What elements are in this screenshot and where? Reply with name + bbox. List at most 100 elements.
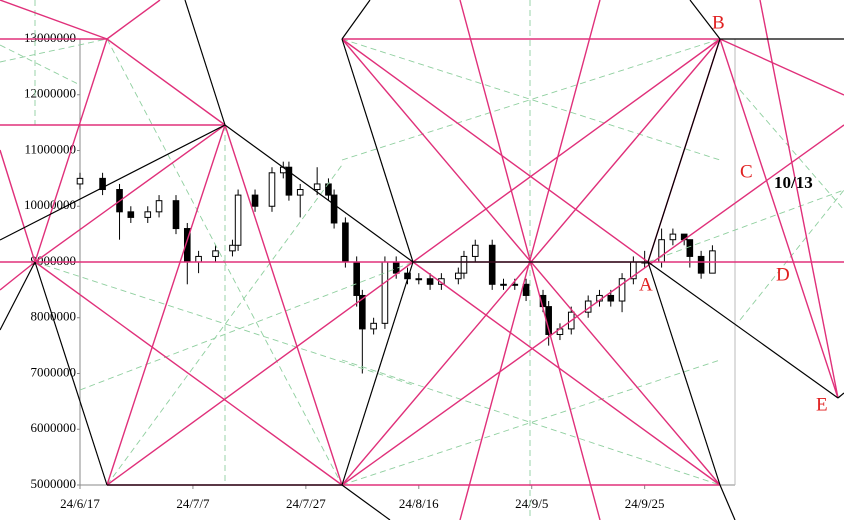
candle-body xyxy=(415,278,423,281)
candle-body xyxy=(500,283,507,286)
guide-line xyxy=(34,38,108,263)
candle-body xyxy=(76,177,84,185)
guide-line xyxy=(341,484,391,520)
guide-line xyxy=(106,164,343,486)
guide-line xyxy=(647,261,839,399)
guide-line xyxy=(0,44,81,86)
guide-line xyxy=(0,0,108,40)
y-tick-label: 7000000 xyxy=(31,364,77,379)
candle-body xyxy=(99,177,106,191)
candle-body xyxy=(127,211,135,218)
guide-line xyxy=(459,0,601,520)
guide-line xyxy=(647,261,721,486)
guide-line xyxy=(739,189,844,321)
guide-line xyxy=(341,38,721,161)
point-label: A xyxy=(639,274,653,295)
x-tick-label: 24/6/17 xyxy=(60,496,100,511)
x-tick-label: 24/9/25 xyxy=(625,496,665,511)
guide-line xyxy=(341,359,721,486)
candle-body xyxy=(285,166,293,196)
x-tick-label: 24/8/16 xyxy=(399,496,439,511)
candle-body xyxy=(381,261,389,324)
candles xyxy=(76,161,716,374)
candle-body xyxy=(370,322,377,330)
guide-line xyxy=(34,261,108,486)
y-tick-label: 13000000 xyxy=(24,30,76,45)
x-tick-label: 24/7/7 xyxy=(176,496,210,511)
point-label: B xyxy=(712,12,725,33)
candle-body xyxy=(460,255,468,274)
guide-line xyxy=(224,124,414,263)
guide-line xyxy=(719,484,736,520)
candle-body xyxy=(426,278,434,285)
date-label: 10/13 xyxy=(774,173,813,192)
guide-line xyxy=(106,124,226,486)
guide-line xyxy=(412,38,721,263)
candle-body xyxy=(251,194,259,207)
point-label: C xyxy=(740,161,753,182)
candle-body xyxy=(686,239,694,257)
x-tick-label: 24/9/5 xyxy=(515,496,548,511)
candle-body xyxy=(268,172,276,207)
candle-body xyxy=(471,244,479,257)
guide-line xyxy=(412,261,721,486)
guide-line xyxy=(837,392,844,399)
guide-line xyxy=(34,261,414,386)
guide-line xyxy=(759,0,839,399)
candle-body xyxy=(359,294,366,330)
guide-line xyxy=(0,261,36,291)
guide-line xyxy=(106,261,414,486)
y-tick-label: 12000000 xyxy=(24,86,76,101)
y-tick-label: 5000000 xyxy=(31,476,77,491)
y-tick-label: 11000000 xyxy=(24,141,76,156)
candle-body xyxy=(313,183,321,191)
candle-body xyxy=(155,200,163,213)
candle-body xyxy=(144,211,152,218)
candle-body xyxy=(488,244,496,285)
candle-body xyxy=(658,239,665,263)
guide-line xyxy=(341,38,414,263)
guide-line xyxy=(184,0,226,126)
candle-body xyxy=(229,244,236,252)
guide-line xyxy=(224,124,343,486)
y-tick-label: 8000000 xyxy=(31,309,77,324)
candle-body xyxy=(212,250,219,257)
guide-line xyxy=(647,38,721,263)
candle-body xyxy=(342,222,349,263)
axes: 5000000600000070000008000000900000010000… xyxy=(24,30,736,511)
candle-body xyxy=(669,233,677,241)
candle-body xyxy=(195,255,202,263)
candle-body xyxy=(455,272,462,280)
guide-line xyxy=(34,124,226,263)
guide-line xyxy=(647,189,844,263)
guide-line xyxy=(341,261,414,486)
candle-body xyxy=(330,194,338,224)
y-tick-label: 10000000 xyxy=(24,197,76,212)
guide-line xyxy=(719,38,844,96)
candle-body xyxy=(697,255,705,274)
candle-body xyxy=(234,194,242,246)
candle-body xyxy=(296,189,304,196)
candle-body xyxy=(353,261,360,296)
guide-line xyxy=(719,38,839,399)
guide-line xyxy=(341,359,721,486)
y-tick-label: 6000000 xyxy=(31,420,77,435)
guide-line xyxy=(689,0,721,40)
x-tick-label: 24/7/27 xyxy=(286,496,326,511)
candle-body xyxy=(172,200,180,230)
guide-line xyxy=(341,38,721,161)
point-label: D xyxy=(776,264,790,285)
guide-line xyxy=(341,0,371,40)
guide-line xyxy=(106,0,161,40)
guide-line xyxy=(0,38,108,63)
candle-body xyxy=(438,278,445,285)
guide-line xyxy=(34,261,343,486)
guide-line xyxy=(341,124,844,486)
guide-line xyxy=(0,124,226,241)
guide-line xyxy=(0,261,36,331)
annotations: B C 10/13 D A E xyxy=(639,12,828,415)
guide-line xyxy=(106,38,226,126)
